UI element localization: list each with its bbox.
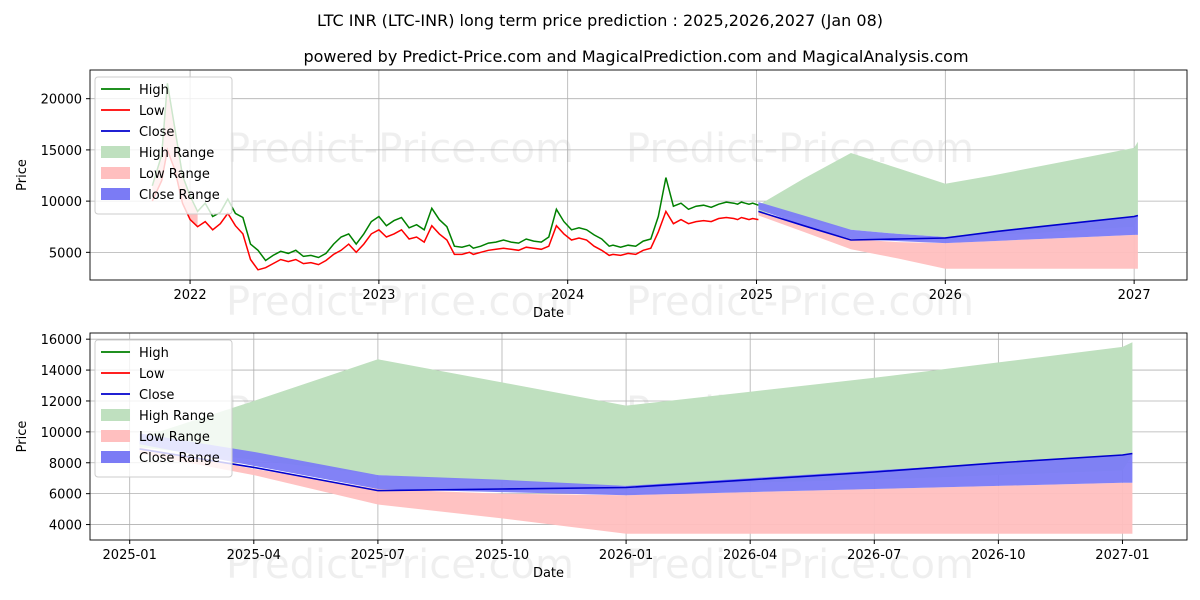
y-tick-label: 5000 [49,246,82,261]
x-tick-label: 2023 [362,288,395,303]
legend-swatch-high-range [101,146,130,158]
x-tick-label: 2026-01 [599,548,653,563]
x-tick-label: 2024 [551,288,584,303]
y-tick-label: 4000 [49,519,82,534]
plot-area [151,83,1139,271]
watermark-text: Predict-Price.com [226,542,574,588]
legend-label: Low Range [139,167,210,182]
legend-label: High Range [139,146,214,161]
watermark-text: Predict-Price.com [226,279,574,325]
x-tick-label: 2026-04 [723,548,777,563]
low-line [151,147,759,271]
top-panel: Predict-Price.com Predict-Price.com Predic… [15,69,1188,325]
y-tick-label: 16000 [41,333,82,348]
legend-label: High [139,346,169,361]
axes-frame [89,332,1188,541]
close-line [758,210,1139,241]
y-tick-label: 10000 [41,426,82,441]
close-line [139,448,1133,492]
x-axis-label: Date [533,566,564,581]
x-axis-label: Date [533,306,564,321]
legend-label: Low [139,367,165,382]
close-range-band [758,202,1138,244]
y-tick-label: 15000 [41,144,82,159]
watermark-text: Predict-Price.com [626,279,974,325]
low-range-band [758,211,1138,269]
watermark-text: Predict-Price.com [626,126,974,172]
legend-box [94,76,233,215]
low-range-band [139,447,1133,534]
x-tick-label: 2026-07 [847,548,901,563]
y-axis-label: Price [15,159,30,191]
high-line [151,83,759,262]
legend-label: Close [139,125,174,140]
y-tick-label: 20000 [41,93,82,108]
legend-swatch-low-range [101,430,130,442]
watermark-text: Predict-Price.com [626,542,974,588]
y-tick-label: 10000 [41,195,82,210]
x-tick-label: 2025-07 [351,548,405,563]
x-tick-label: 2026-10 [971,548,1025,563]
legend-swatch-high-range [101,409,130,421]
legend-label: High [139,83,169,98]
y-tick-label: 8000 [49,457,82,472]
chart-subtitle: powered by Predict-Price.com and Magical… [303,47,968,66]
y-tick-label: 6000 [49,488,82,503]
legend-box [94,339,233,478]
legend-label: Close Range [139,188,220,203]
legend-swatch-close-range [101,188,130,200]
high-range-band [758,141,1138,237]
legend-swatch-close-range [101,451,130,463]
x-tick-label: 2025-04 [227,548,281,563]
y-axis-label: Price [15,421,30,453]
chart-title: LTC INR (LTC-INR) long term price predic… [317,11,883,30]
x-tick-label: 2027 [1118,288,1151,303]
close-range-band [139,433,1133,496]
axes-frame [89,69,1188,281]
x-tick-label: 2026 [929,288,962,303]
y-tick-label: 14000 [41,364,82,379]
x-tick-label: 2027-01 [1095,548,1149,563]
x-tick-label: 2022 [174,288,207,303]
high-range-band [139,342,1133,486]
x-tick-label: 2025 [740,288,773,303]
legend-label: High Range [139,409,214,424]
x-tick-label: 2025-01 [103,548,157,563]
watermark-text: Predict-Price.com [226,126,574,172]
legend-label: Close Range [139,451,220,466]
plot-area [139,342,1133,534]
legend-label: Low Range [139,430,210,445]
bottom-panel: Predict-Price.comPredict-Price.comPredic… [15,332,1188,588]
legend-label: Close [139,388,174,403]
legend-swatch-low-range [101,167,130,179]
x-tick-label: 2025-10 [475,548,529,563]
legend-label: Low [139,104,165,119]
y-tick-label: 12000 [41,395,82,410]
